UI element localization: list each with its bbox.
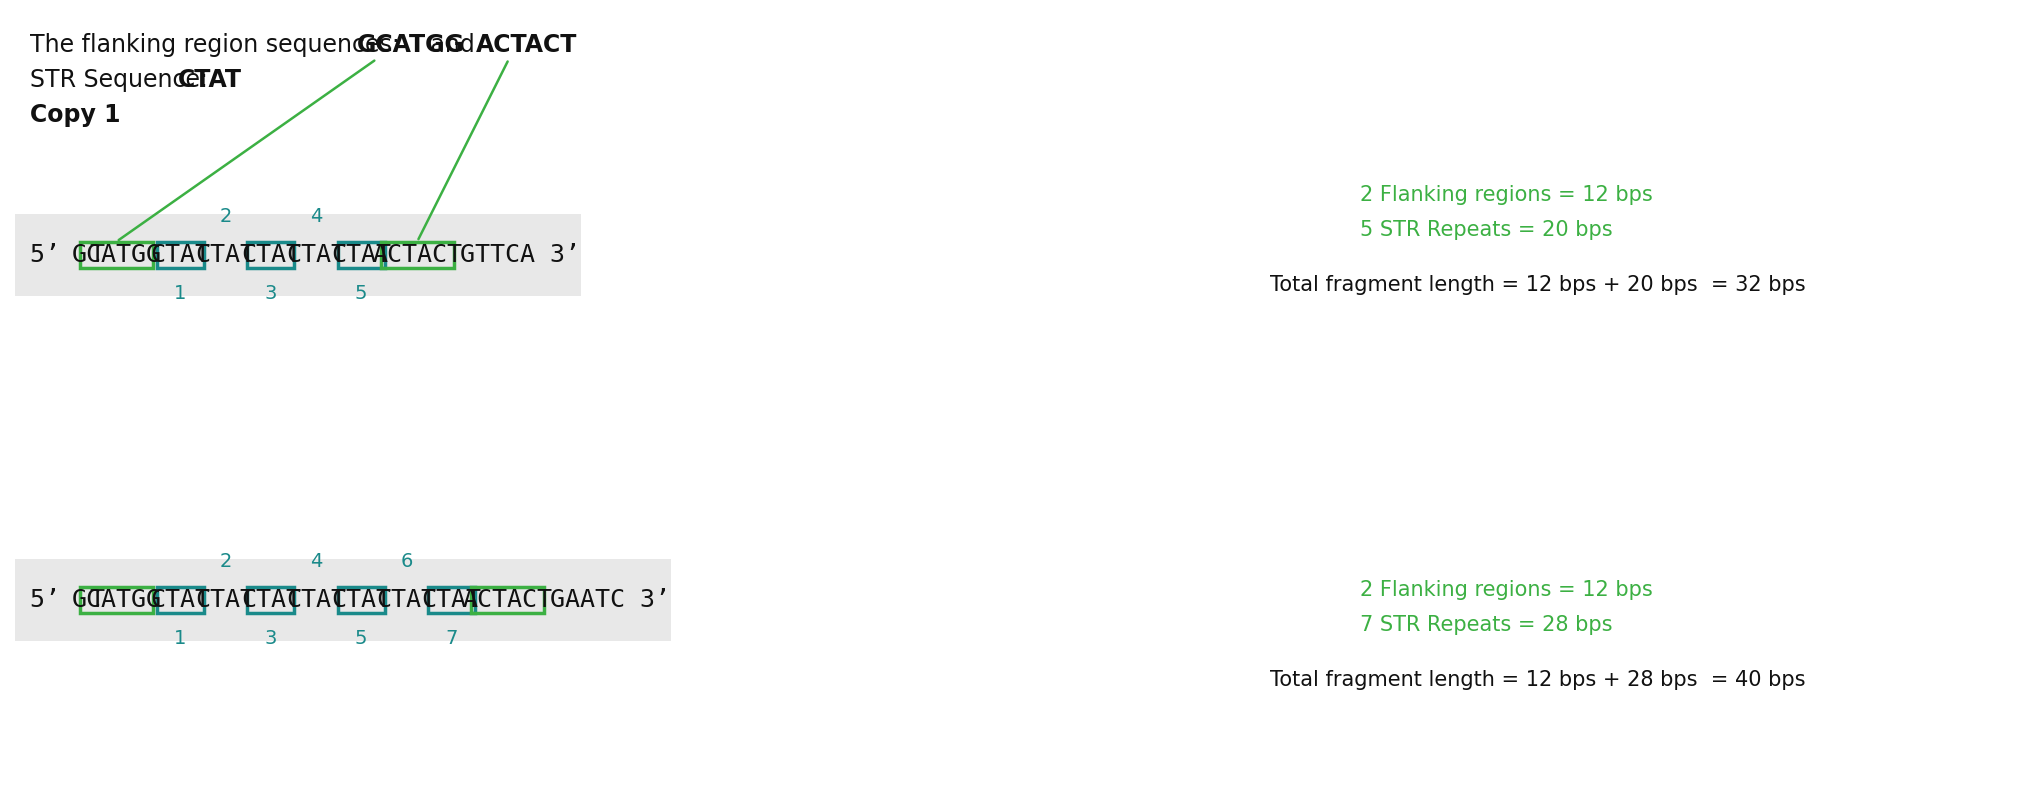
Text: 3: 3 xyxy=(265,284,277,303)
Text: 7 STR Repeats = 28 bps: 7 STR Repeats = 28 bps xyxy=(1361,615,1612,635)
Bar xyxy=(156,242,205,268)
Text: 5: 5 xyxy=(354,630,367,649)
Text: CTAT: CTAT xyxy=(178,68,241,92)
Text: 5 STR Repeats = 20 bps: 5 STR Repeats = 20 bps xyxy=(1361,220,1612,240)
Text: CTAT: CTAT xyxy=(286,243,346,267)
Text: 2 Flanking regions = 12 bps: 2 Flanking regions = 12 bps xyxy=(1361,185,1652,205)
Text: GCATGG: GCATGG xyxy=(356,33,464,57)
Text: CTAT: CTAT xyxy=(196,243,255,267)
Text: CTAT: CTAT xyxy=(332,588,391,612)
Text: ACTACT: ACTACT xyxy=(373,243,462,267)
Bar xyxy=(338,242,385,268)
Bar xyxy=(338,587,385,614)
Text: GTTCA 3’: GTTCA 3’ xyxy=(460,243,579,267)
Bar xyxy=(14,559,672,642)
Text: and: and xyxy=(423,33,482,57)
Text: ACTACT: ACTACT xyxy=(462,588,553,612)
Text: 4: 4 xyxy=(310,207,322,225)
Text: CTAT: CTAT xyxy=(332,243,391,267)
Text: CTAT: CTAT xyxy=(286,588,346,612)
Text: CTAT: CTAT xyxy=(421,588,482,612)
Text: 4: 4 xyxy=(310,552,322,571)
Text: 2: 2 xyxy=(219,552,231,571)
Text: ACTACT: ACTACT xyxy=(476,33,577,57)
Text: 7: 7 xyxy=(446,630,458,649)
Text: Copy 1: Copy 1 xyxy=(30,103,122,127)
Bar xyxy=(427,587,476,614)
Text: CTAT: CTAT xyxy=(150,588,211,612)
Text: CTAT: CTAT xyxy=(196,588,255,612)
Text: Total fragment length = 12 bps + 20 bps  = 32 bps: Total fragment length = 12 bps + 20 bps … xyxy=(1270,275,1806,295)
Text: 2: 2 xyxy=(219,207,231,225)
Text: GCATGG: GCATGG xyxy=(71,588,162,612)
Text: 3: 3 xyxy=(265,630,277,649)
Text: CTAT: CTAT xyxy=(150,243,211,267)
Text: 5’  T: 5’ T xyxy=(30,588,105,612)
Bar xyxy=(247,587,294,614)
Text: CTAT: CTAT xyxy=(241,243,302,267)
Bar xyxy=(81,242,152,268)
Text: 5: 5 xyxy=(354,284,367,303)
Bar xyxy=(381,242,454,268)
Text: The flanking region sequences:: The flanking region sequences: xyxy=(30,33,407,57)
Bar xyxy=(156,587,205,614)
Text: CTAT: CTAT xyxy=(241,588,302,612)
Bar xyxy=(247,242,294,268)
Text: 1: 1 xyxy=(174,630,186,649)
Text: 1: 1 xyxy=(174,284,186,303)
Text: 6: 6 xyxy=(401,552,413,571)
Text: GAATC 3’: GAATC 3’ xyxy=(551,588,670,612)
Text: 2 Flanking regions = 12 bps: 2 Flanking regions = 12 bps xyxy=(1361,580,1652,600)
Text: GCATGG: GCATGG xyxy=(71,243,162,267)
Bar xyxy=(472,587,545,614)
Text: STR Sequence:: STR Sequence: xyxy=(30,68,215,92)
Text: 5’  T: 5’ T xyxy=(30,243,105,267)
Bar xyxy=(81,587,152,614)
Text: Total fragment length = 12 bps + 28 bps  = 40 bps: Total fragment length = 12 bps + 28 bps … xyxy=(1270,670,1806,690)
Text: CTAT: CTAT xyxy=(377,588,437,612)
Bar xyxy=(14,213,581,296)
